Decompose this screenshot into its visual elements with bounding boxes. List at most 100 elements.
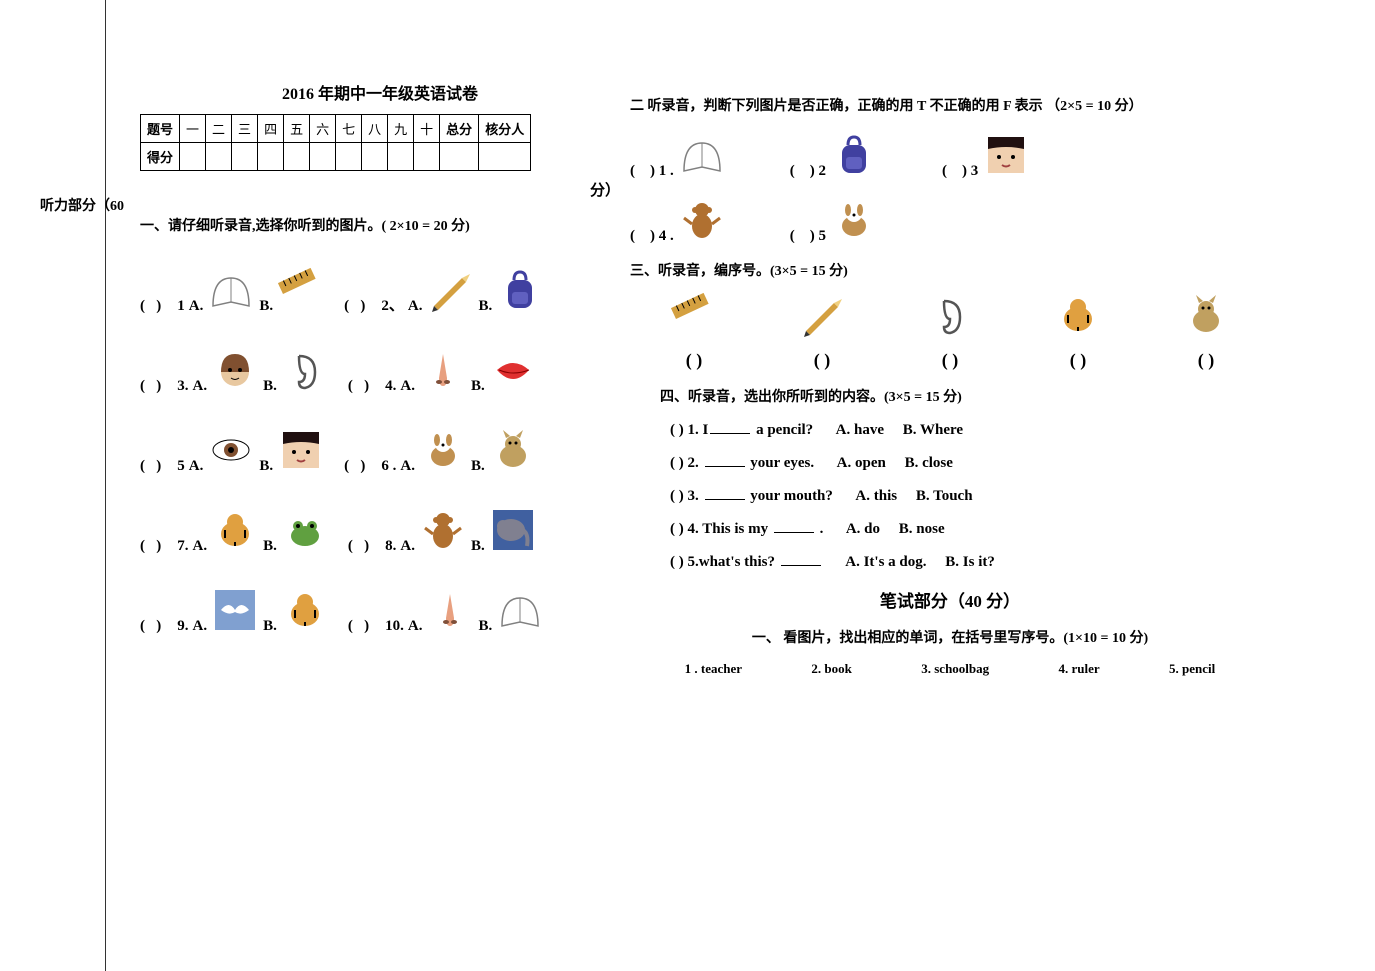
- cat-icon: [489, 425, 537, 475]
- nose-icon: [419, 345, 467, 395]
- score-header-row: 题号 一 二 三 四 五 六 七 八 九 十 总分 核分人: [141, 115, 531, 143]
- q-text: ( ) 2.: [670, 455, 703, 471]
- opt-b: B. Touch: [916, 488, 973, 504]
- answer-paren[interactable]: ( ): [1166, 350, 1246, 371]
- section3-title: 三、听录音，编序号。(3×5 = 15 分): [630, 260, 1270, 280]
- s4-line: ( ) 2. your eyes. A. open B. close: [630, 455, 1270, 472]
- question-item: ( ) 4.A. B.: [348, 345, 541, 395]
- q-number: 5: [819, 228, 827, 245]
- schoolbag-icon: [496, 265, 544, 315]
- answer-paren[interactable]: ( ): [140, 618, 161, 635]
- frog-icon: [281, 505, 329, 555]
- q-number: 4.: [385, 378, 396, 395]
- opt-b-label: B.: [471, 538, 485, 555]
- monkey-icon: [419, 505, 467, 555]
- ruler-icon: [277, 265, 325, 315]
- opt-a: A. have: [836, 422, 884, 438]
- opt-a: A. do: [846, 521, 880, 537]
- answer-paren[interactable]: ( ): [348, 378, 369, 395]
- opt-a-label: A.: [193, 618, 208, 635]
- answer-paren[interactable]: ( ): [630, 228, 655, 245]
- opt-b-label: B.: [259, 458, 273, 475]
- s4-line: ( ) 5.what's this? A. It's a dog. B. Is …: [630, 554, 1270, 571]
- fill-blank[interactable]: [705, 499, 745, 500]
- listening-left-label: 听力部分（60: [40, 195, 124, 215]
- answer-paren[interactable]: ( ): [348, 618, 369, 635]
- nose-icon: [426, 585, 474, 635]
- opt-b: B. close: [905, 455, 953, 471]
- question-item: ( )1A.B.: [140, 265, 329, 315]
- answer-paren[interactable]: ( ): [348, 538, 369, 555]
- answer-paren[interactable]: ( ): [344, 298, 365, 315]
- s2-item: ( ) 1 .: [630, 130, 730, 180]
- fill-blank[interactable]: [781, 565, 821, 566]
- answer-paren[interactable]: ( ): [1038, 350, 1118, 371]
- q-number: 5: [177, 458, 185, 475]
- answer-paren[interactable]: ( ): [140, 538, 161, 555]
- pencil-icon: [798, 290, 846, 340]
- q-text: ( ) 5.what's this?: [670, 554, 779, 570]
- opt-b: B. Is it?: [945, 554, 995, 570]
- opt-a-label: A.: [400, 458, 415, 475]
- question-item: ( )8.A.B.: [348, 505, 541, 555]
- margin-line: [105, 0, 107, 971]
- answer-paren[interactable]: ( ): [344, 458, 365, 475]
- opt-a-label: A.: [408, 298, 423, 315]
- s2-item: ( ) 2: [790, 130, 882, 180]
- q-number: 3: [971, 163, 979, 180]
- opt-b: B. Where: [903, 422, 963, 438]
- q-text: ( ) 1. I: [670, 422, 708, 438]
- book-icon: [496, 585, 544, 635]
- schoolbag-icon: [830, 130, 878, 180]
- q-number: 1 .: [659, 163, 674, 180]
- fill-blank[interactable]: [710, 433, 750, 434]
- opt-b-label: B.: [471, 458, 485, 475]
- q-text: ( ) 4. This is my: [670, 521, 772, 537]
- answer-paren[interactable]: ( ): [790, 163, 815, 180]
- word-list: 1 . teacher 2. book 3. schoolbag 4. rule…: [630, 661, 1270, 677]
- question-row: ( )5A.B.( )6 .A.B.: [140, 425, 620, 475]
- elephant-icon: [489, 505, 537, 555]
- listening-right-label: 分）: [140, 179, 620, 200]
- face-icon: [211, 345, 259, 395]
- section1-title: 一、请仔细听录音,选择你听到的图片。( 2×10 = 20 分): [140, 215, 620, 235]
- answer-paren[interactable]: ( ): [790, 228, 815, 245]
- opt-a-label: A.: [189, 458, 204, 475]
- girl-face-icon: [982, 130, 1030, 180]
- answer-paren[interactable]: ( ): [654, 350, 734, 371]
- opt-a-label: A.: [193, 378, 208, 395]
- dog-icon: [830, 195, 878, 245]
- answer-paren[interactable]: ( ): [140, 298, 161, 315]
- opt-b-label: B.: [263, 618, 277, 635]
- q-number: 10.: [385, 618, 404, 635]
- row1-label: 题号: [141, 115, 180, 143]
- opt-a-label: A.: [193, 538, 208, 555]
- q-number: 8.: [385, 538, 396, 555]
- tiger-icon: [1054, 290, 1102, 340]
- answer-paren[interactable]: ( ): [782, 350, 862, 371]
- answer-paren[interactable]: ( ): [140, 458, 161, 475]
- question-item: ( ) 5A. B.: [140, 425, 329, 475]
- s2-item: ( ) 4 .: [630, 195, 730, 245]
- written-header: 笔试部分（40 分）: [630, 587, 1270, 612]
- answer-paren[interactable]: ( ): [942, 163, 967, 180]
- fill-blank[interactable]: [774, 532, 814, 533]
- girl-face-icon: [277, 425, 325, 475]
- ruler-icon: [670, 290, 718, 340]
- opt-b-label: B.: [263, 538, 277, 555]
- s2-row: ( ) 4 .( ) 5: [630, 195, 1270, 245]
- question-row: ( )3.A.B.( )4.A.B.: [140, 345, 620, 395]
- opt-a-label: A.: [400, 378, 415, 395]
- answer-paren[interactable]: ( ): [630, 163, 655, 180]
- q-text: ( ) 3.: [670, 488, 703, 504]
- opt-b-label: B.: [478, 298, 492, 315]
- q-number: 4 .: [659, 228, 674, 245]
- answer-paren[interactable]: ( ): [910, 350, 990, 371]
- answer-paren[interactable]: ( ): [140, 378, 161, 395]
- fill-blank[interactable]: [705, 466, 745, 467]
- score-table: 题号 一 二 三 四 五 六 七 八 九 十 总分 核分人 得分: [140, 114, 531, 171]
- question-row: ( )9.A.B.( )10.A.B.: [140, 585, 620, 635]
- opt-b-label: B.: [471, 378, 485, 395]
- opt-b-label: B.: [263, 378, 277, 395]
- opt-a: A. open: [837, 455, 886, 471]
